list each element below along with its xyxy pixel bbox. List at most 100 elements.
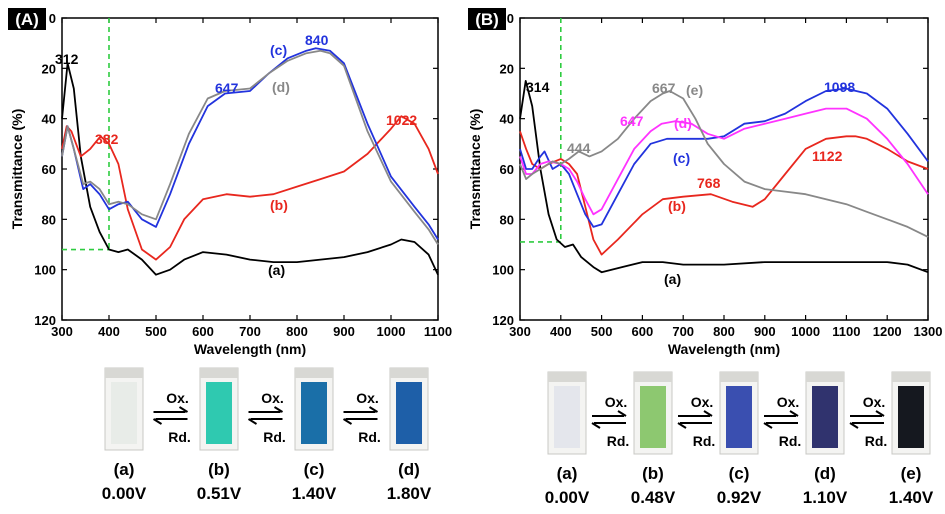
cuvette-film	[812, 386, 838, 448]
y-tick-label: 20	[42, 61, 56, 76]
panel-tag-label: (A)	[15, 10, 39, 29]
y-tick-label: 20	[500, 61, 514, 76]
cuvette-film	[396, 382, 422, 444]
x-tick-label: 900	[333, 324, 355, 339]
y-tick-label: 40	[500, 112, 514, 127]
y-tick-label: 120	[34, 313, 56, 328]
x-axis-label: Wavelength (nm)	[194, 341, 306, 357]
y-tick-label: 100	[492, 263, 514, 278]
sample-voltage: 0.00V	[102, 484, 147, 503]
cuvette-film	[554, 386, 580, 448]
chart-annotation: 647	[620, 113, 644, 129]
series-line-c	[61, 47, 439, 240]
sample-voltage: 1.40V	[292, 484, 337, 503]
arrow-backward-head	[677, 422, 687, 429]
arrow-backward-head	[342, 418, 353, 425]
arrow-backward-head	[849, 422, 859, 429]
arrow-forward-head	[178, 406, 189, 413]
cuvette-film	[301, 382, 327, 444]
chart-annotation: 647	[215, 80, 239, 96]
chart-annotation: (e)	[686, 82, 703, 98]
cuvette-cap	[806, 372, 844, 382]
x-tick-label: 600	[192, 324, 214, 339]
x-tick-label: 900	[754, 324, 776, 339]
y-tick-label: 100	[34, 263, 56, 278]
x-tick-label: 600	[632, 324, 654, 339]
arrow-forward-head	[703, 410, 713, 417]
chart-annotation: (c)	[673, 150, 690, 166]
sample-label: (c)	[304, 460, 325, 479]
chart-annotation: 768	[697, 175, 721, 191]
ox-label: Ox.	[605, 394, 628, 410]
rd-label: Rd.	[607, 433, 630, 449]
rd-label: Rd.	[263, 429, 286, 445]
photo-strip-a: (a) 0.00V Ox. Rd. (b) 0.51V Ox. Rd. (c) 1.40V Ox. R…	[102, 367, 432, 503]
arrow-forward-head	[368, 406, 379, 413]
chart-annotation: 314	[526, 79, 550, 95]
cuvette-cap	[548, 372, 586, 382]
chart-annotation: 1098	[824, 79, 855, 95]
panel-tag-box	[8, 8, 46, 30]
ox-label: Ox.	[777, 394, 800, 410]
chart-annotation: (c)	[270, 42, 287, 58]
arrow-forward-head	[273, 406, 284, 413]
sample-label: (a)	[557, 464, 578, 483]
cuvette-film	[111, 382, 137, 444]
x-tick-label: 1200	[873, 324, 902, 339]
rd-label: Rd.	[168, 429, 191, 445]
x-tick-label: 700	[672, 324, 694, 339]
y-tick-label: 80	[500, 212, 514, 227]
sample-label: (b)	[208, 460, 230, 479]
y-tick-label: 40	[42, 112, 56, 127]
x-tick-label: 1000	[377, 324, 406, 339]
y-tick-label: 80	[42, 212, 56, 227]
cuvette-cap	[634, 372, 672, 382]
x-tick-label: 700	[239, 324, 261, 339]
sample-voltage: 0.92V	[717, 488, 762, 507]
y-tick-label: 0	[507, 11, 514, 26]
rd-label: Rd.	[865, 433, 888, 449]
chart-annotation: 444	[567, 140, 591, 156]
x-tick-label: 1100	[832, 324, 860, 339]
cuvette-cap	[105, 368, 143, 378]
x-tick-label: 400	[550, 324, 572, 339]
y-tick-label: 60	[500, 162, 514, 177]
chart-annotation: 840	[305, 32, 329, 48]
y-tick-label: 60	[42, 162, 56, 177]
sample-label: (b)	[642, 464, 664, 483]
cuvette-cap	[892, 372, 930, 382]
chart-annotation: 382	[95, 131, 119, 147]
series-line-b	[61, 115, 439, 261]
sample-label: (d)	[398, 460, 420, 479]
x-tick-label: 500	[145, 324, 167, 339]
cuvette-cap	[390, 368, 428, 378]
sample-voltage: 0.48V	[631, 488, 676, 507]
panel-tag-label: (B)	[475, 10, 499, 29]
chart-annotation: (a)	[664, 271, 681, 287]
sample-voltage: 0.00V	[545, 488, 590, 507]
plot-frame	[519, 17, 929, 321]
chart-annotation: (d)	[272, 79, 290, 95]
chart-annotation: (b)	[270, 197, 288, 213]
x-tick-label: 300	[51, 324, 73, 339]
cuvette-film	[640, 386, 666, 448]
x-tick-label: 500	[591, 324, 613, 339]
series-line-e	[519, 90, 929, 238]
chart-annotation: (b)	[668, 198, 686, 214]
y-tick-label: 0	[49, 11, 56, 26]
cuvette-cap	[200, 368, 238, 378]
sample-label: (c)	[729, 464, 750, 483]
sample-voltage: 1.40V	[889, 488, 934, 507]
chart-annotation: 312	[55, 51, 79, 67]
series-line-d	[61, 49, 439, 245]
sample-voltage: 1.80V	[387, 484, 432, 503]
arrow-forward-head	[617, 410, 627, 417]
cuvette-film	[206, 382, 232, 444]
rd-label: Rd.	[779, 433, 802, 449]
arrow-backward-head	[247, 418, 258, 425]
sample-label: (e)	[901, 464, 922, 483]
chart-annotation: (d)	[674, 115, 692, 131]
